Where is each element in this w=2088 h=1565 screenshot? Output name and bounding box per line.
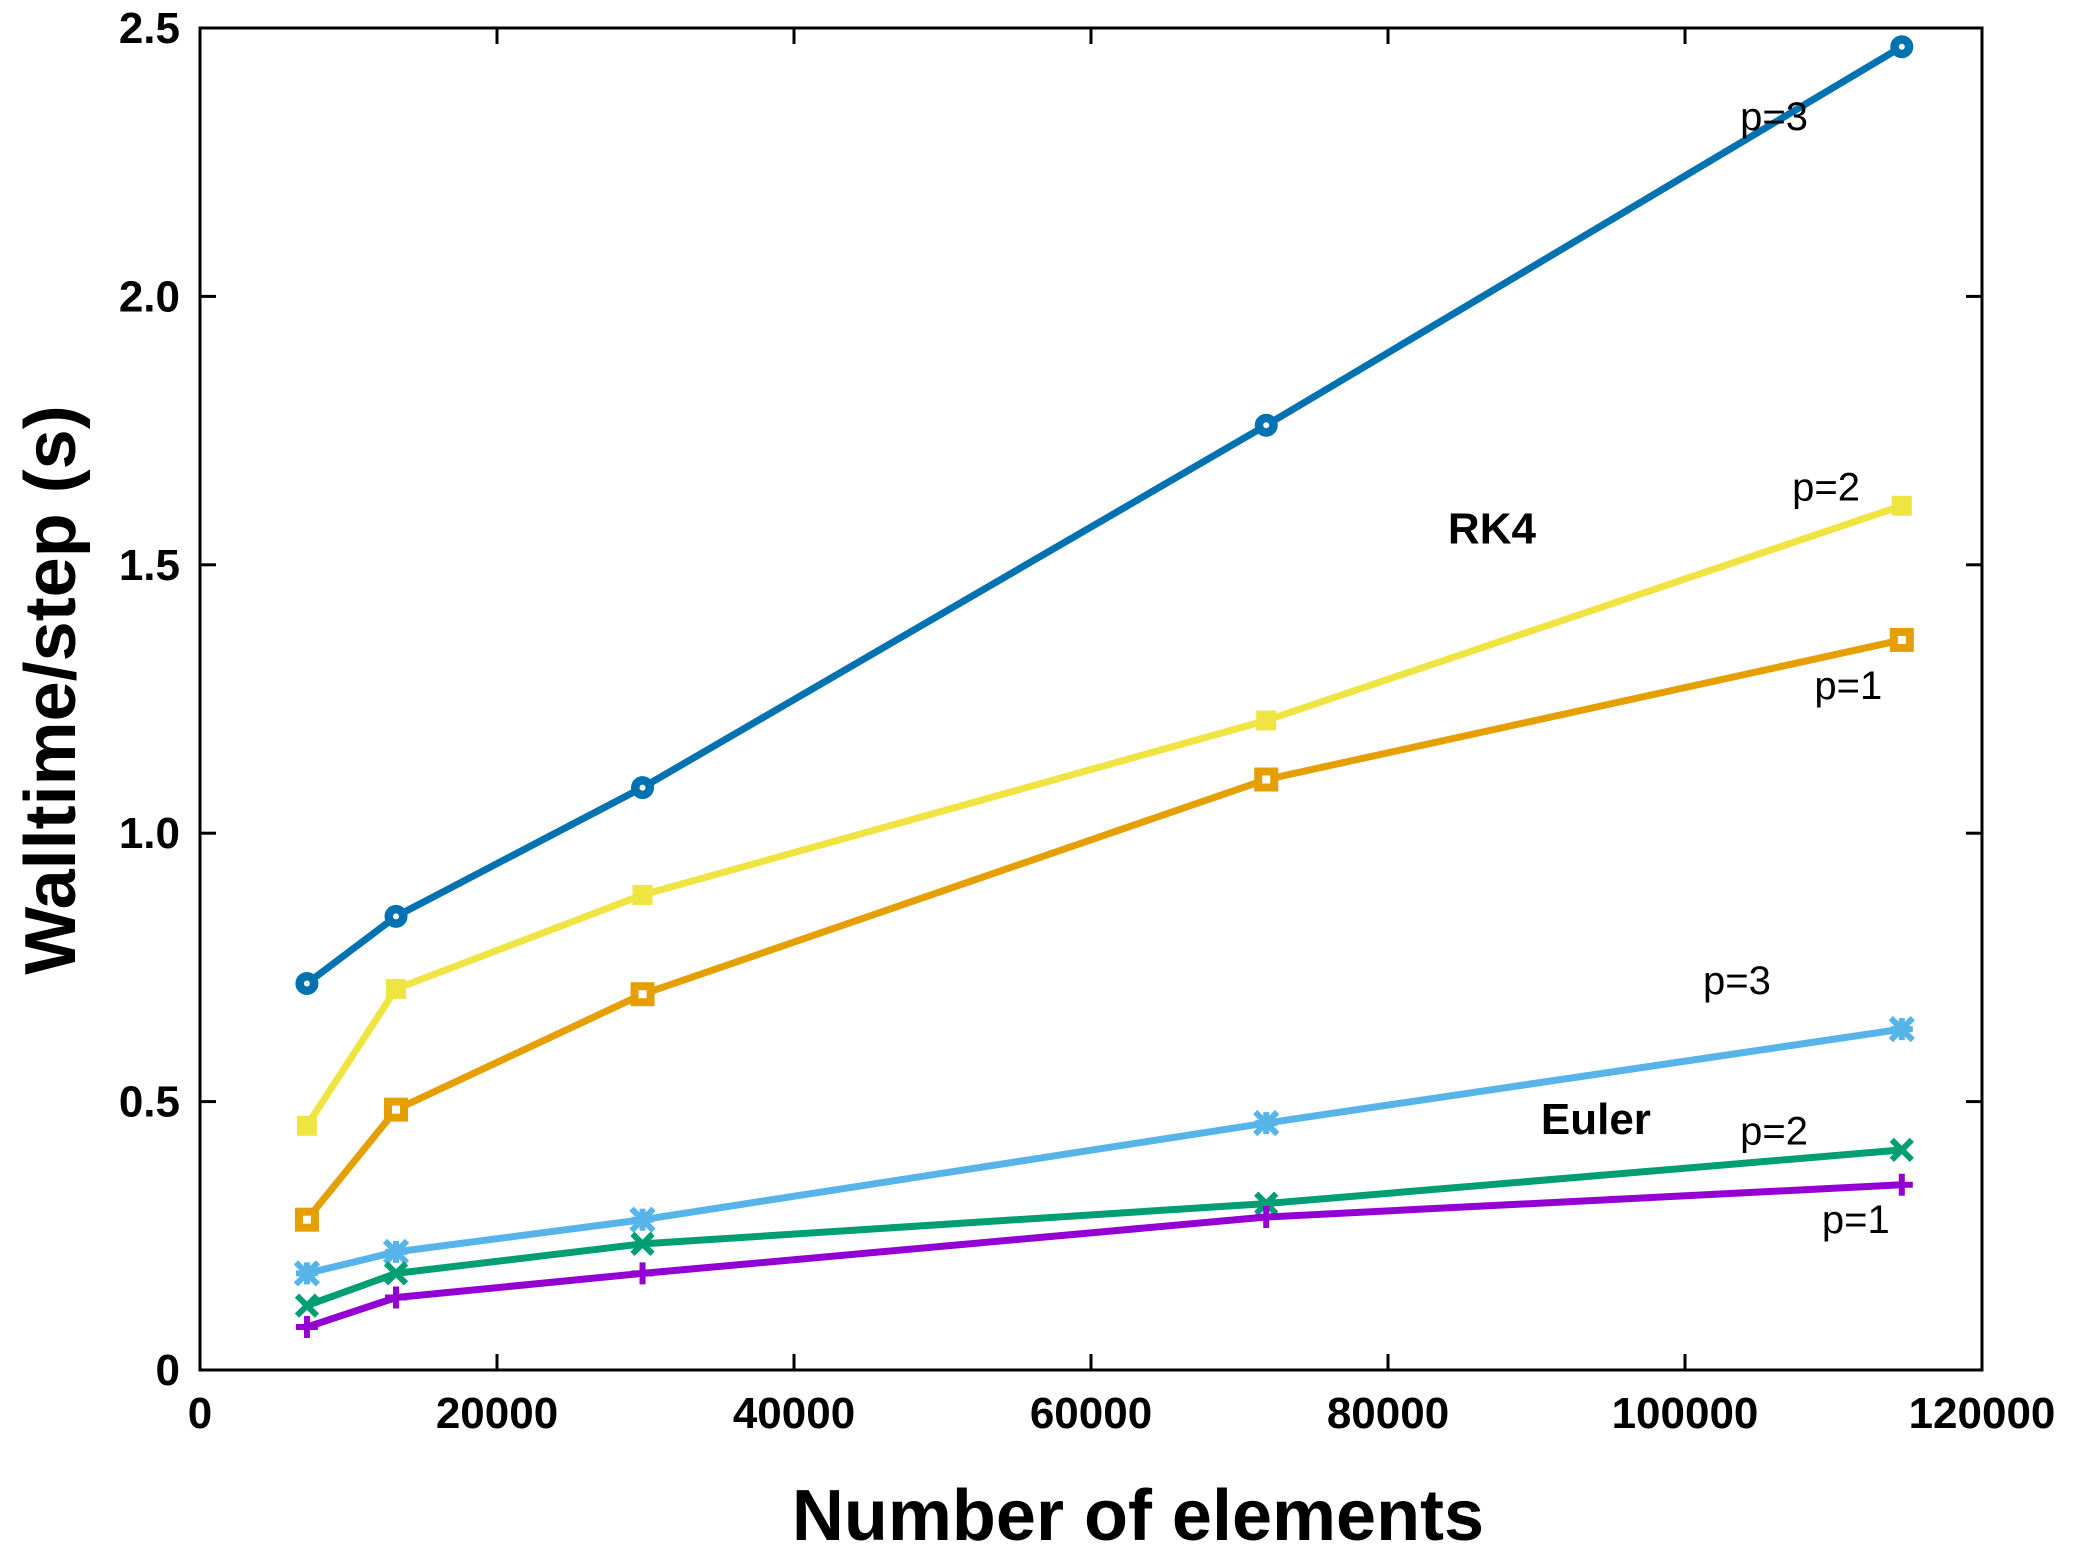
series-line: [303, 502, 1903, 1128]
data-point: [1255, 1206, 1278, 1229]
data-point: [630, 1231, 655, 1256]
x-tick-label: 0: [188, 1389, 212, 1438]
series-label: p=2: [1740, 1110, 1808, 1154]
data-point-center: [1263, 422, 1270, 429]
data-point: [632, 884, 653, 905]
y-tick-label: 1.5: [119, 541, 180, 590]
series-euler-p3: [293, 1016, 1915, 1287]
data-point: [1891, 495, 1912, 516]
series-label: p=2: [1792, 465, 1860, 509]
data-point-center: [392, 1105, 401, 1114]
data-point: [385, 1286, 408, 1309]
data-point: [1256, 710, 1277, 731]
data-point: [383, 1261, 409, 1286]
data-point-center: [1262, 775, 1271, 784]
x-tick-label: 40000: [733, 1389, 855, 1438]
data-point-center: [1898, 43, 1905, 50]
series-euler-p1: [295, 1173, 1913, 1339]
y-tick-label: 0.5: [119, 1078, 180, 1127]
data-point: [386, 978, 407, 999]
x-axis-label: Number of elements: [792, 1476, 1484, 1556]
series-label: p=1: [1822, 1198, 1890, 1242]
series-label: p=3: [1740, 95, 1808, 139]
series-layer: [293, 35, 1915, 1339]
data-point: [295, 1316, 318, 1339]
data-point: [1253, 1109, 1280, 1137]
series-label: p=3: [1703, 959, 1771, 1003]
series-rk4-p3: [295, 35, 1914, 996]
data-point: [293, 1260, 321, 1287]
data-point: [629, 1206, 656, 1233]
series-rk4-p1: [294, 627, 1914, 1232]
data-point-center: [639, 784, 646, 791]
data-point-center: [303, 980, 310, 987]
data-point-center: [638, 990, 647, 999]
data-point-center: [302, 1215, 311, 1224]
x-tick-label: 20000: [436, 1389, 558, 1438]
data-point: [1254, 1191, 1279, 1216]
data-point: [1890, 1173, 1913, 1196]
group-label-rk4: RK4: [1448, 504, 1537, 553]
y-axis-label: Walltime/step (s): [11, 405, 91, 974]
data-point: [296, 1115, 317, 1136]
annotations-layer: RK4 Euler p=3 p=2 p=1 p=3 p=2 p=1: [1448, 95, 1890, 1242]
series-line: [306, 1025, 1903, 1277]
series-line: [304, 43, 1904, 987]
data-point-center: [1897, 635, 1906, 644]
series-rk4-p2: [296, 495, 1912, 1136]
y-tick-label: 0: [156, 1346, 180, 1395]
x-tick-label: 100000: [1612, 1389, 1759, 1438]
axes: 0 20000 40000 60000 80000 100000 120000 0 0.5 1.0…: [119, 4, 2056, 1438]
x-tick-label: 60000: [1030, 1389, 1152, 1438]
y-tick-label: 2.0: [119, 272, 180, 321]
y-tick-label: 2.5: [119, 4, 180, 53]
data-point: [631, 1262, 654, 1285]
data-point: [1888, 1016, 1915, 1043]
x-tick-label: 80000: [1327, 1389, 1449, 1438]
x-tick-label: 120000: [1909, 1389, 2056, 1438]
data-point: [382, 1238, 410, 1266]
series-label: p=1: [1814, 664, 1882, 708]
data-point-center: [393, 913, 400, 920]
data-point: [294, 1293, 320, 1318]
group-label-euler: Euler: [1541, 1095, 1651, 1144]
data-point: [1889, 1137, 1914, 1163]
series-euler-p2: [294, 1137, 1914, 1318]
y-tick-label: 1.0: [119, 809, 180, 858]
